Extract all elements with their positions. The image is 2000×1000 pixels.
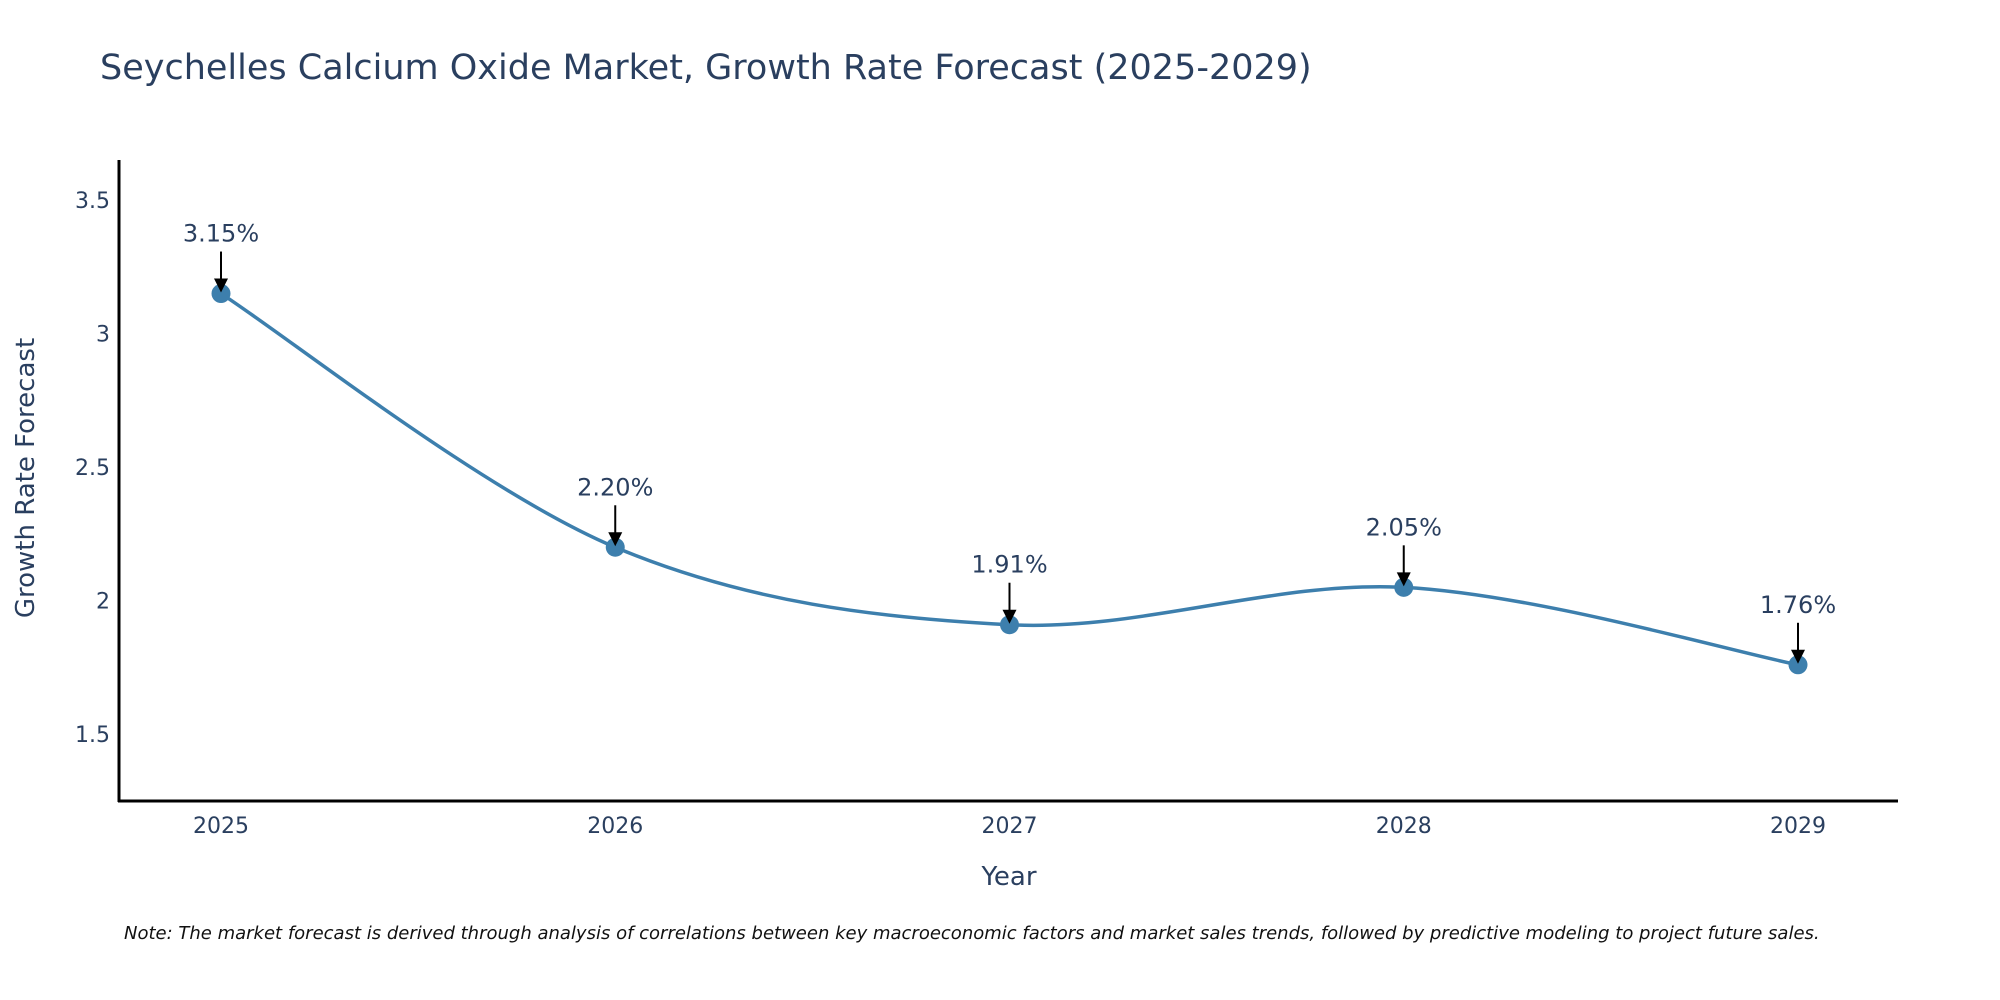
annotation-arrow-head <box>214 278 228 293</box>
annotation-arrow-head <box>608 532 623 547</box>
y-tick-label: 2.5 <box>75 456 110 481</box>
annotation-arrow-head <box>1791 649 1805 664</box>
data-label: 1.76% <box>1760 591 1836 619</box>
y-axis-ticks: 1.5 2 2.5 3 3.5 <box>75 189 110 748</box>
data-label-annotations: 3.15% 2.20% 1.91% 2.05% 1.76% <box>183 220 1836 664</box>
annotation-arrow-head <box>1396 572 1411 587</box>
data-label: 2.20% <box>577 473 653 501</box>
y-axis-title: Growth Rate Forecast <box>11 338 41 618</box>
x-tick-label: 2025 <box>193 814 249 839</box>
chart-title: Seychelles Calcium Oxide Market, Growth … <box>100 48 1312 88</box>
y-tick-label: 2 <box>96 590 110 615</box>
data-label-annotation: 1.76% <box>1760 591 1836 664</box>
x-tick-label: 2026 <box>587 814 643 839</box>
data-point-marker <box>1788 655 1808 675</box>
data-point-marker <box>211 284 231 304</box>
plot-area: 1.5 2 2.5 3 3.5 2025 2026 2027 2028 2029 3.15% 2.… <box>75 160 1898 839</box>
x-axis-title: Year <box>980 862 1036 892</box>
footnote: Note: The market forecast is derived thr… <box>124 923 1820 944</box>
y-tick-label: 3.5 <box>75 189 110 214</box>
series-markers <box>211 284 1808 675</box>
data-point-marker <box>1000 615 1019 635</box>
data-point-marker <box>605 537 625 557</box>
data-label: 2.05% <box>1366 513 1442 541</box>
y-tick-label: 1.5 <box>75 723 110 748</box>
data-label-annotation: 3.15% <box>183 220 259 293</box>
annotation-arrow-head <box>1002 609 1017 624</box>
data-point-marker <box>1394 577 1414 597</box>
data-label-annotation: 2.05% <box>1366 513 1442 587</box>
data-label-annotation: 1.91% <box>971 551 1048 624</box>
y-tick-label: 3 <box>96 323 110 348</box>
data-label-annotation: 2.20% <box>577 473 653 547</box>
x-axis-ticks: 2025 2026 2027 2028 2029 <box>193 814 1826 839</box>
x-tick-label: 2027 <box>982 814 1038 839</box>
x-tick-label: 2029 <box>1770 814 1826 839</box>
data-label: 1.91% <box>971 551 1047 579</box>
data-label: 3.15% <box>183 220 259 248</box>
x-tick-label: 2028 <box>1376 814 1432 839</box>
